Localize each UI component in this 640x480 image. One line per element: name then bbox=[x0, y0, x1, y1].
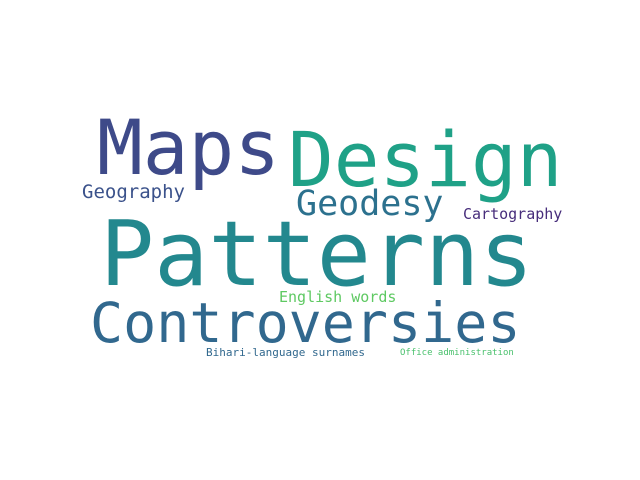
word-bihari-language-surnames: Bihari-language surnames bbox=[206, 346, 365, 359]
word-maps: Maps bbox=[97, 103, 281, 192]
word-patterns: Patterns bbox=[100, 202, 534, 307]
word-geography: Geography bbox=[82, 181, 185, 203]
word-office-administration: Office administration bbox=[400, 348, 514, 358]
word-geodesy: Geodesy bbox=[296, 184, 444, 224]
word-design: Design bbox=[288, 115, 563, 204]
word-controversies: Controversies bbox=[90, 291, 521, 355]
word-english-words: English words bbox=[279, 288, 397, 306]
word-cartography: Cartography bbox=[463, 205, 563, 223]
